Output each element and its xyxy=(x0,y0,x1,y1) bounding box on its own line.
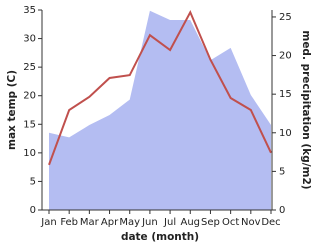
x-tick-label: Aug xyxy=(181,217,201,228)
x-tick-label: Apr xyxy=(101,217,119,228)
precipitation-area xyxy=(49,10,271,210)
y-tick-label: 20 xyxy=(23,91,36,102)
y-tick-label: 10 xyxy=(23,148,36,159)
y-tick-label: 30 xyxy=(23,34,36,45)
x-axis-title: date (month) xyxy=(121,231,199,243)
x-tick-label: Feb xyxy=(60,217,78,228)
y2-tick-label: 5 xyxy=(279,166,285,177)
y-tick-label: 5 xyxy=(30,176,36,187)
x-tick-label: Oct xyxy=(222,217,239,228)
x-tick-label: Nov xyxy=(241,217,261,228)
y2-tick-label: 0 xyxy=(279,205,285,216)
x-tick-label: Jul xyxy=(163,217,176,228)
y-tick-label: 25 xyxy=(23,62,36,73)
x-tick-label: Jan xyxy=(40,217,56,228)
y2-tick-label: 10 xyxy=(279,128,292,139)
y-tick-label: 0 xyxy=(30,205,36,216)
y2-tick-label: 15 xyxy=(279,89,292,100)
x-tick-label: Dec xyxy=(261,217,280,228)
y-axis-title: max temp (C) xyxy=(6,70,18,150)
x-tick-label: Sep xyxy=(201,217,220,228)
x-tick-label: Jun xyxy=(141,217,158,228)
x-tick-label: Mar xyxy=(80,217,100,228)
y2-axis-title: med. precipitation (kg/m2) xyxy=(300,30,312,189)
x-tick-label: May xyxy=(119,217,140,228)
y2-tick-label: 25 xyxy=(279,12,292,23)
y-tick-label: 35 xyxy=(23,5,36,16)
temperature-line xyxy=(48,9,272,166)
y-tick-label: 15 xyxy=(23,119,36,130)
y2-tick-label: 20 xyxy=(279,51,292,62)
